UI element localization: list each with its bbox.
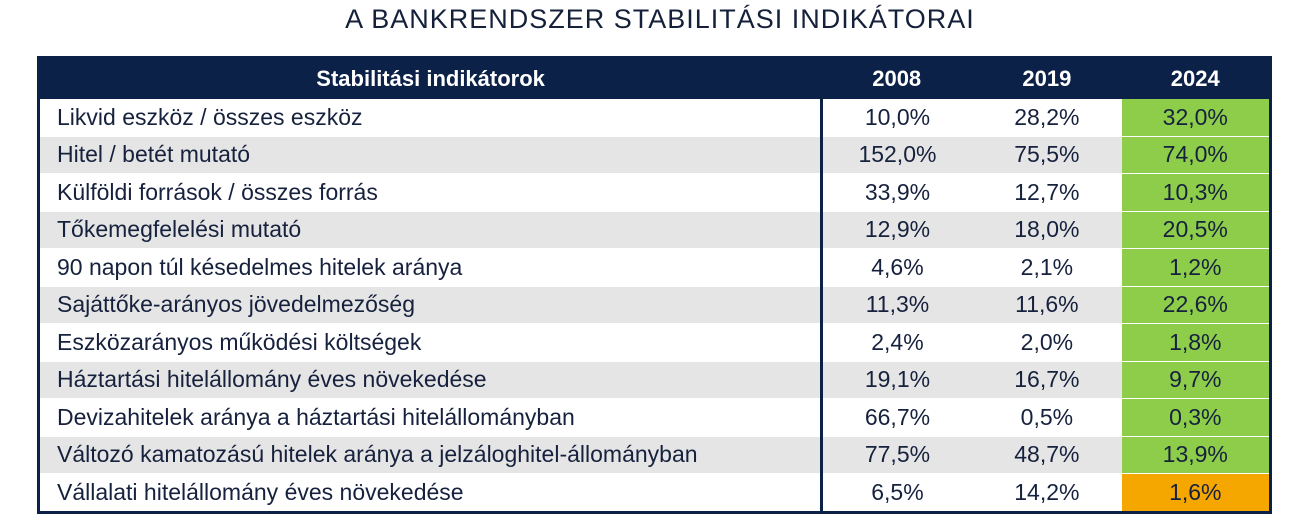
value-2008: 11,3% [821,286,973,324]
value-2024: 20,5% [1121,211,1271,249]
value-2019: 48,7% [972,436,1122,474]
value-2008: 10,0% [821,99,973,137]
value-2008: 6,5% [821,473,973,513]
value-2008: 4,6% [821,248,973,287]
table-row: Devizahitelek aránya a háztartási hitelá… [38,398,1271,437]
value-2019: 14,2% [972,473,1122,513]
value-2024: 0,3% [1121,398,1271,437]
table-row: Változó kamatozású hitelek aránya a jelz… [38,436,1271,474]
table-row: Eszközarányos működési költségek 2,4% 2,0%… [38,323,1271,362]
header-2008: 2008 [821,57,973,99]
value-2019: 2,0% [972,323,1122,362]
value-2024: 10,3% [1121,173,1271,212]
indicator-label: Likvid eszköz / összes eszköz [38,99,823,137]
table-row: Tőkemegfelelési mutató 12,9% 18,0% 20,5% [38,211,1271,249]
value-2008: 19,1% [821,361,973,399]
indicator-label: 90 napon túl késedelmes hitelek aránya [38,248,823,287]
indicator-label: Háztartási hitelállomány éves növekedése [38,361,823,399]
value-2024: 9,7% [1121,361,1271,399]
header-2019: 2019 [972,57,1122,99]
page-title: A BANKRENDSZER STABILITÁSI INDIKÁTORAI [345,4,975,34]
indicator-label: Devizahitelek aránya a háztartási hitelá… [38,398,823,437]
value-2008: 2,4% [821,323,973,362]
value-2019: 0,5% [972,398,1122,437]
value-2024: 1,2% [1121,248,1271,287]
value-2019: 16,7% [972,361,1122,399]
value-2019: 75,5% [972,136,1122,174]
value-2024: 1,8% [1121,323,1271,362]
stability-indicators-table: Stabilitási indikátorok 2008 2019 2024 L… [37,56,1272,514]
table-row: Háztartási hitelállomány éves növekedése… [38,361,1271,399]
value-2008: 152,0% [821,136,973,174]
table-row: Hitel / betét mutató 152,0% 75,5% 74,0% [38,136,1271,174]
value-2008: 77,5% [821,436,973,474]
indicator-label: Sajáttőke-arányos jövedelmezőség [38,286,823,324]
value-2024: 32,0% [1121,99,1271,137]
indicator-label: Külföldi források / összes forrás [38,173,823,212]
table-row: Sajáttőke-arányos jövedelmezőség 11,3% 11,… [38,286,1271,324]
table-row: Külföldi források / összes forrás 33,9% 12… [38,173,1271,212]
value-2019: 2,1% [972,248,1122,287]
value-2019: 18,0% [972,211,1122,249]
value-2008: 12,9% [821,211,973,249]
table-row: Likvid eszköz / összes eszköz 10,0% 28,2% 3… [38,99,1271,137]
value-2019: 28,2% [972,99,1122,137]
value-2008: 66,7% [821,398,973,437]
header-indicator: Stabilitási indikátorok [38,57,822,99]
value-2019: 12,7% [972,173,1122,212]
header-2024: 2024 [1121,57,1271,99]
indicator-label: Vállalati hitelállomány éves növekedése [38,473,823,513]
indicator-label: Változó kamatozású hitelek aránya a jelz… [38,436,823,474]
table-row: Vállalati hitelállomány éves növekedése 6… [38,473,1271,513]
value-2024: 74,0% [1121,136,1271,174]
value-2024: 1,6% [1121,473,1271,513]
indicator-label: Tőkemegfelelési mutató [38,211,823,249]
table-header-row: Stabilitási indikátorok 2008 2019 2024 [38,57,1271,99]
value-2008: 33,9% [821,173,973,212]
indicator-label: Eszközarányos működési költségek [38,323,823,362]
indicator-label: Hitel / betét mutató [38,136,823,174]
table-row: 90 napon túl késedelmes hitelek aránya 4,… [38,248,1271,287]
value-2019: 11,6% [972,286,1122,324]
value-2024: 13,9% [1121,436,1271,474]
value-2024: 22,6% [1121,286,1271,324]
